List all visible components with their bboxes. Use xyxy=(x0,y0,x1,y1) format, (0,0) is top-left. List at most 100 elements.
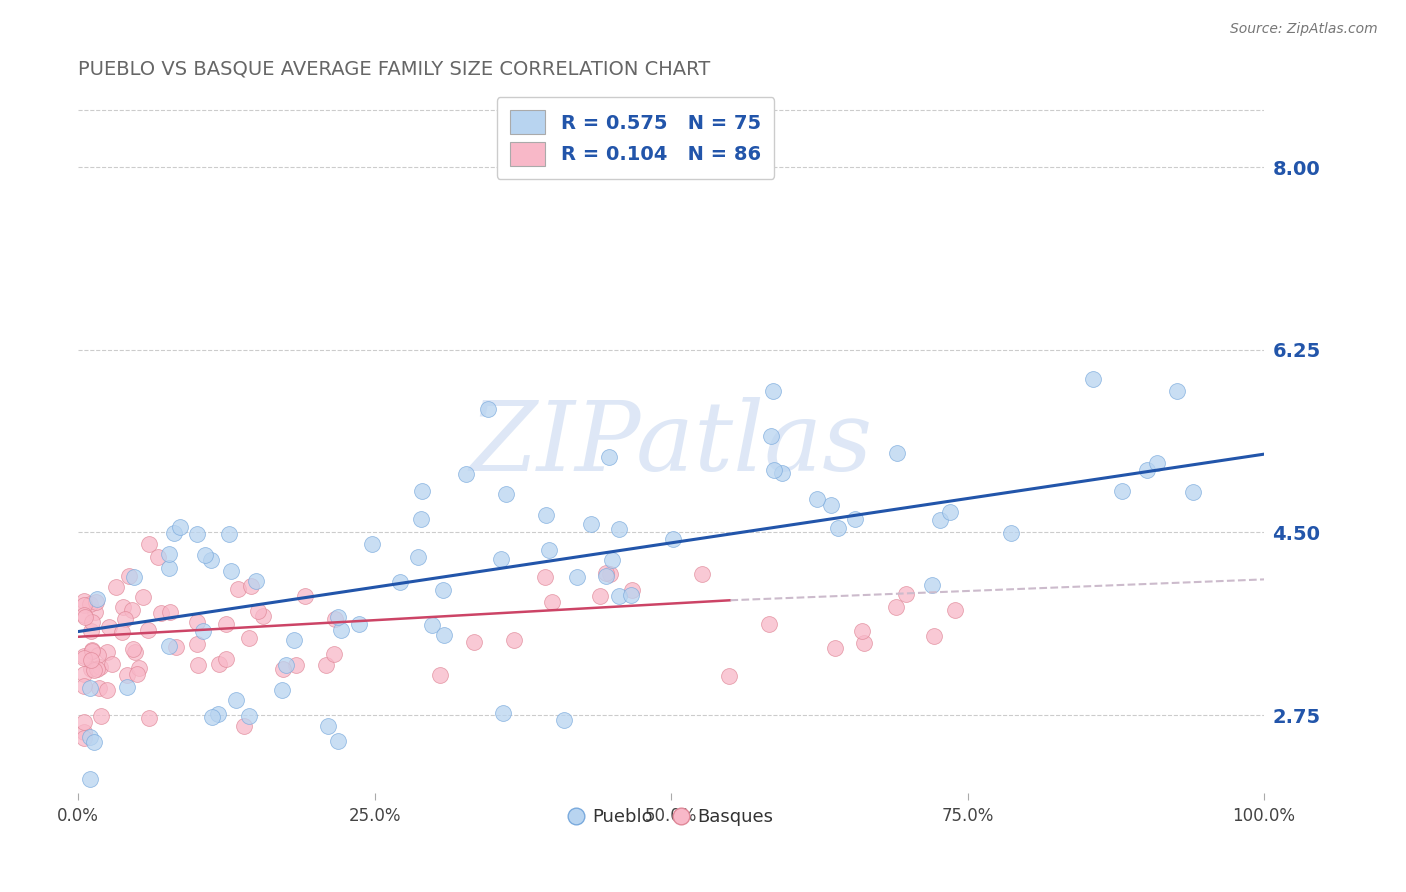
Point xyxy=(270,683,292,698)
Point xyxy=(245,574,267,589)
Point xyxy=(215,617,238,632)
Point xyxy=(82,643,104,657)
Point xyxy=(294,589,316,603)
Point xyxy=(118,569,141,583)
Point xyxy=(194,549,217,563)
Point xyxy=(538,542,561,557)
Point xyxy=(138,536,160,550)
Point xyxy=(1166,384,1188,398)
Point xyxy=(1146,456,1168,470)
Point xyxy=(929,513,952,527)
Point xyxy=(80,653,103,667)
Point xyxy=(80,644,103,658)
Point xyxy=(922,629,945,643)
Point xyxy=(84,605,107,619)
Point xyxy=(127,667,149,681)
Point xyxy=(1111,483,1133,498)
Point xyxy=(89,681,111,695)
Point xyxy=(79,597,101,611)
Point xyxy=(463,635,485,649)
Point xyxy=(86,591,108,606)
Point xyxy=(759,429,782,443)
Point xyxy=(221,565,243,579)
Point xyxy=(128,661,150,675)
Point xyxy=(943,603,966,617)
Point xyxy=(283,632,305,647)
Point xyxy=(101,657,124,672)
Point xyxy=(80,662,103,676)
Point xyxy=(758,617,780,632)
Point xyxy=(851,624,873,639)
Text: ZIPatlas: ZIPatlas xyxy=(470,397,873,491)
Point xyxy=(884,600,907,615)
Point xyxy=(159,605,181,619)
Point xyxy=(186,615,208,630)
Point xyxy=(477,401,499,416)
Point xyxy=(73,679,96,693)
Point xyxy=(187,658,209,673)
Point xyxy=(409,511,432,525)
Point xyxy=(329,623,352,637)
Point xyxy=(429,668,451,682)
Point xyxy=(820,498,842,512)
Point xyxy=(433,628,456,642)
Point xyxy=(454,467,477,481)
Point xyxy=(271,662,294,676)
Point xyxy=(662,533,685,547)
Point xyxy=(239,579,262,593)
Point xyxy=(326,610,349,624)
Point xyxy=(360,537,382,551)
Point xyxy=(533,570,555,584)
Point xyxy=(73,714,96,729)
Point xyxy=(827,521,849,535)
Legend: Pueblo, Basques: Pueblo, Basques xyxy=(561,801,780,833)
Point xyxy=(1000,526,1022,541)
Point xyxy=(896,586,918,600)
Point xyxy=(1083,372,1105,386)
Point xyxy=(540,595,562,609)
Point xyxy=(824,641,846,656)
Point xyxy=(146,549,169,564)
Point xyxy=(598,450,620,464)
Point xyxy=(218,526,240,541)
Point xyxy=(207,707,229,722)
Point xyxy=(124,570,146,584)
Point xyxy=(80,624,103,638)
Point xyxy=(246,604,269,618)
Point xyxy=(852,636,875,650)
Point xyxy=(73,648,96,663)
Point xyxy=(75,609,97,624)
Point xyxy=(79,730,101,744)
Point xyxy=(215,652,238,666)
Point xyxy=(806,491,828,506)
Point xyxy=(620,588,643,602)
Point xyxy=(315,657,337,672)
Point xyxy=(886,446,908,460)
Point xyxy=(491,552,513,566)
Point xyxy=(132,591,155,605)
Point xyxy=(136,623,159,637)
Point xyxy=(111,625,134,640)
Point xyxy=(318,719,340,733)
Point xyxy=(96,645,118,659)
Point xyxy=(762,384,785,399)
Point xyxy=(939,504,962,518)
Point xyxy=(326,734,349,748)
Point xyxy=(1136,463,1159,477)
Point xyxy=(186,637,208,651)
Point xyxy=(73,594,96,608)
Point xyxy=(96,683,118,698)
Point xyxy=(284,658,307,673)
Point xyxy=(322,647,344,661)
Point xyxy=(89,660,111,674)
Point xyxy=(73,667,96,681)
Point xyxy=(149,607,172,621)
Point xyxy=(323,612,346,626)
Point xyxy=(73,731,96,746)
Point xyxy=(73,651,96,665)
Point xyxy=(86,662,108,676)
Point xyxy=(200,552,222,566)
Point xyxy=(157,639,180,653)
Point xyxy=(565,570,588,584)
Point xyxy=(73,598,96,612)
